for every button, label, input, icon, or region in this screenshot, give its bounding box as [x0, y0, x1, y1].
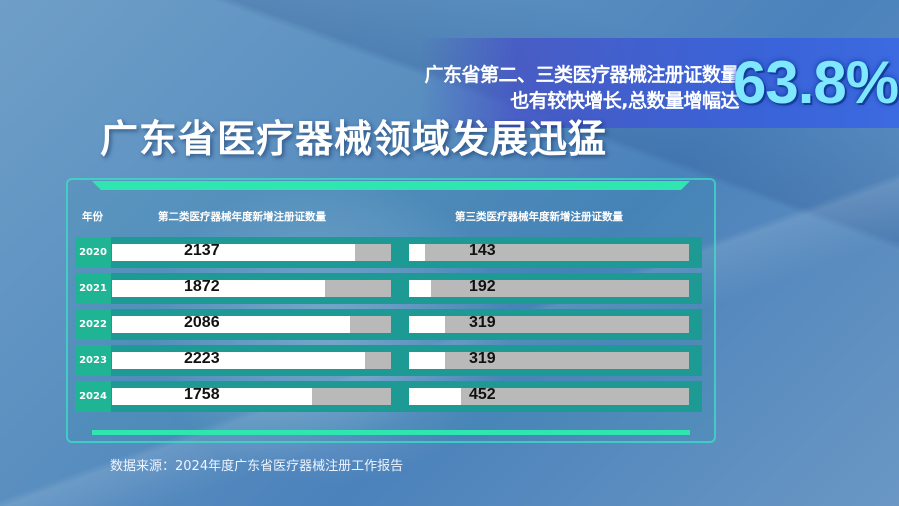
source-note: 数据来源：2024年度广东省医疗器械注册工作报告 [110, 459, 404, 474]
class2-bar [112, 244, 356, 261]
bar-track [409, 244, 689, 261]
bar-track [409, 280, 689, 297]
class2-value-label: 2223 [184, 350, 220, 367]
header-year: 年份 [82, 211, 103, 223]
table-row: 2023 2223 319 [75, 345, 702, 376]
table-row: 2020 2137 143 [75, 237, 702, 268]
page-title: 广东省医疗器械领域发展迅猛 [100, 117, 608, 161]
bar-track [409, 316, 689, 333]
bar-track [112, 352, 391, 369]
header-class3: 第三类医疗器械年度新增注册证数量 [455, 211, 623, 223]
year-label: 2023 [75, 345, 111, 376]
class3-value-label: 452 [469, 386, 496, 403]
table-row: 2022 2086 319 [75, 309, 702, 340]
class3-bar [409, 244, 426, 261]
table-row: 2024 1758 452 [75, 381, 702, 412]
class2-value-label: 2137 [184, 242, 220, 259]
highlight-banner: 广东省第二、三类医疗器械注册证数量 也有较快增长,总数量增幅达 [420, 38, 899, 128]
class3-bar [409, 388, 461, 405]
frame-top-bar [92, 181, 690, 190]
growth-percentage: 63.8% [733, 49, 899, 116]
class2-value-label: 1872 [184, 278, 220, 295]
year-label: 2020 [75, 237, 111, 268]
class3-value-label: 319 [469, 314, 496, 331]
bar-track [409, 352, 689, 369]
class3-value-label: 319 [469, 350, 496, 367]
class2-value-label: 2086 [184, 314, 220, 331]
bar-track [112, 316, 391, 333]
year-label: 2021 [75, 273, 111, 304]
banner-line-1: 广东省第二、三类医疗器械注册证数量 [424, 64, 739, 86]
frame-bottom-bar [92, 430, 690, 435]
class3-bar [409, 352, 446, 369]
class2-bar [112, 280, 326, 297]
class3-value-label: 192 [469, 278, 496, 295]
class3-bar [409, 280, 431, 297]
bar-track [112, 244, 391, 261]
year-label: 2022 [75, 309, 111, 340]
bar-track [112, 388, 391, 405]
class2-value-label: 1758 [184, 386, 220, 403]
banner-line-2: 也有较快增长,总数量增幅达 [510, 90, 739, 112]
class2-bar [112, 388, 313, 405]
table-row: 2021 1872 192 [75, 273, 702, 304]
bar-track [112, 280, 391, 297]
class2-bar [112, 352, 366, 369]
class3-bar [409, 316, 446, 333]
bar-track [409, 388, 689, 405]
header-class2: 第二类医疗器械年度新增注册证数量 [158, 211, 326, 223]
year-label: 2024 [75, 381, 111, 412]
class2-bar [112, 316, 350, 333]
class3-value-label: 143 [469, 242, 496, 259]
